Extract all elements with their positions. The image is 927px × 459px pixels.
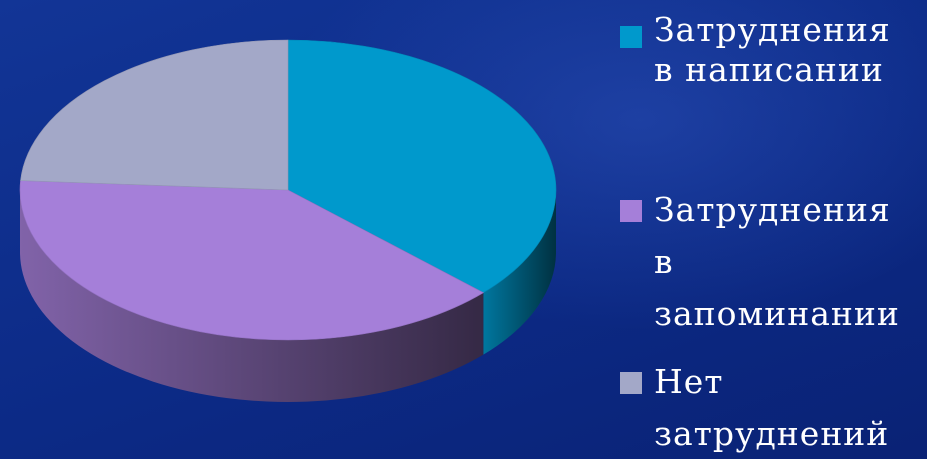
pie-slice-1	[19, 180, 484, 341]
legend-label: Затруднения в запоминании	[654, 190, 900, 333]
pie-side-0	[483, 190, 556, 355]
legend-item-writing-difficulties: Затруднения в написании	[620, 10, 927, 120]
pie-slice-0	[287, 39, 557, 294]
pie-chart	[19, 39, 557, 402]
legend-label: Затруднения в написании	[654, 10, 891, 89]
legend-swatch	[620, 372, 642, 394]
pie-side-1	[20, 190, 484, 402]
chart-legend: Затруднения в написании Затруднения в за…	[620, 0, 927, 459]
legend-item-no-difficulties: Нет затруднений	[620, 356, 927, 459]
legend-item-memorizing-difficulties: Затруднения в запоминании	[620, 184, 927, 354]
legend-swatch	[620, 200, 642, 222]
legend-swatch	[620, 26, 642, 48]
pie-slice-2	[20, 39, 289, 191]
legend-label: Нет затруднений	[654, 362, 890, 453]
